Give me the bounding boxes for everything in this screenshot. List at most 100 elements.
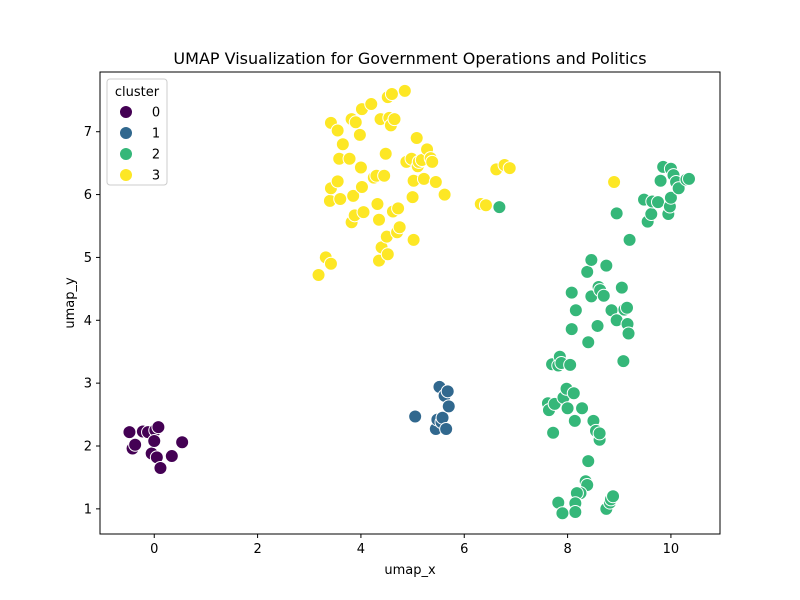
- cluster-2-point: [592, 426, 607, 441]
- y-tick-label: 3: [84, 377, 92, 392]
- x-tick-label: 0: [150, 542, 158, 557]
- cluster-3-point: [333, 191, 348, 206]
- cluster-2-point: [560, 401, 575, 416]
- cluster-3-point: [387, 112, 402, 127]
- cluster-2-point: [566, 386, 581, 401]
- cluster-0-point: [128, 437, 143, 452]
- cluster-2-point: [584, 252, 599, 267]
- cluster-2-point: [663, 190, 678, 205]
- cluster-2-point: [596, 288, 611, 303]
- cluster-3-point: [353, 160, 368, 175]
- cluster-3-point: [346, 188, 361, 203]
- cluster-3-point: [352, 127, 367, 142]
- cluster-3-point: [378, 146, 393, 161]
- cluster-2-point: [606, 489, 621, 504]
- legend-marker-0: [119, 105, 133, 119]
- cluster-2-point: [653, 173, 668, 188]
- cluster-3-point: [330, 174, 345, 189]
- cluster-2-point: [651, 195, 665, 210]
- points-layer: [122, 83, 696, 521]
- cluster-3-point: [406, 232, 421, 247]
- cluster-2-point: [599, 258, 614, 273]
- legend: cluster 0 1 2 3: [106, 78, 168, 186]
- cluster-2-point: [622, 232, 637, 247]
- cluster-3-point: [478, 198, 493, 213]
- cluster-2-point: [563, 357, 578, 372]
- cluster-3-point: [607, 175, 622, 189]
- cluster-3-point: [428, 175, 443, 189]
- cluster-2-point: [620, 300, 634, 315]
- cluster-1-point: [441, 399, 456, 414]
- cluster-0-point: [147, 433, 162, 448]
- cluster-1-point: [440, 384, 455, 399]
- cluster-3-point: [437, 187, 452, 202]
- cluster-3-point: [342, 151, 357, 166]
- cluster-1-point: [439, 422, 454, 437]
- legend-marker-2: [119, 147, 133, 161]
- cluster-2-point: [621, 326, 636, 341]
- cluster-2-point: [564, 322, 579, 337]
- cluster-3-point: [354, 180, 369, 195]
- y-tick-label: 4: [84, 314, 92, 329]
- cluster-2-point: [614, 280, 629, 295]
- cluster-2-point: [555, 506, 570, 521]
- cluster-3-point: [335, 137, 350, 152]
- cluster-3-point: [311, 268, 326, 283]
- cluster-0-point: [151, 420, 166, 435]
- y-tick-label: 5: [84, 251, 92, 266]
- legend-label-2: 2: [152, 148, 160, 163]
- cluster-3-point: [356, 205, 371, 220]
- plot-frame: [99, 71, 721, 535]
- cluster-2-point: [682, 171, 696, 186]
- cluster-3-point: [416, 171, 431, 186]
- cluster-2-point: [568, 505, 583, 519]
- cluster-3-point: [391, 201, 406, 216]
- cluster-2-point: [581, 454, 596, 469]
- y-tick-label: 7: [84, 125, 92, 140]
- chart-title: UMAP Visualization for Government Operat…: [173, 49, 646, 68]
- cluster-3-point: [397, 83, 412, 98]
- cluster-3-point: [409, 131, 424, 145]
- cluster-0-point: [164, 449, 179, 464]
- cluster-2-point: [575, 401, 590, 416]
- cluster-3-point: [323, 256, 338, 271]
- cluster-3-point: [405, 190, 420, 205]
- cluster-0-point: [175, 435, 190, 450]
- cluster-2-point: [609, 206, 624, 221]
- legend-label-1: 1: [152, 127, 160, 142]
- y-tick-label: 1: [84, 502, 92, 517]
- legend-marker-1: [119, 126, 133, 140]
- y-tick-label: 2: [84, 440, 92, 455]
- cluster-2-point: [492, 200, 507, 215]
- cluster-3-point: [330, 123, 345, 138]
- cluster-3-point: [364, 97, 379, 112]
- cluster-2-point: [671, 181, 686, 196]
- x-tick-label: 4: [357, 542, 365, 557]
- x-tick-label: 8: [563, 542, 571, 557]
- legend-label-0: 0: [152, 106, 160, 121]
- cluster-2-point: [568, 303, 583, 318]
- cluster-2-point: [567, 413, 582, 428]
- legend-label-3: 3: [152, 169, 160, 184]
- cluster-3-point: [502, 161, 517, 176]
- cluster-2-point: [590, 318, 605, 333]
- legend-marker-3: [119, 168, 133, 182]
- cluster-2-point: [546, 425, 561, 440]
- cluster-2-point: [580, 264, 595, 279]
- x-axis-label: umap_x: [384, 563, 436, 578]
- cluster-3-point: [392, 220, 407, 235]
- cluster-3-point: [372, 212, 386, 227]
- y-axis-label: umap_y: [63, 277, 78, 329]
- cluster-1-point: [408, 409, 423, 424]
- cluster-3-point: [348, 115, 363, 130]
- x-tick-label: 2: [253, 542, 261, 557]
- cluster-0-point: [122, 425, 137, 440]
- legend-title: cluster: [115, 85, 160, 100]
- cluster-2-point: [581, 335, 596, 350]
- cluster-2-point: [644, 207, 659, 222]
- cluster-3-point: [370, 197, 385, 211]
- x-tick-label: 10: [663, 542, 680, 557]
- cluster-3-point: [377, 168, 392, 183]
